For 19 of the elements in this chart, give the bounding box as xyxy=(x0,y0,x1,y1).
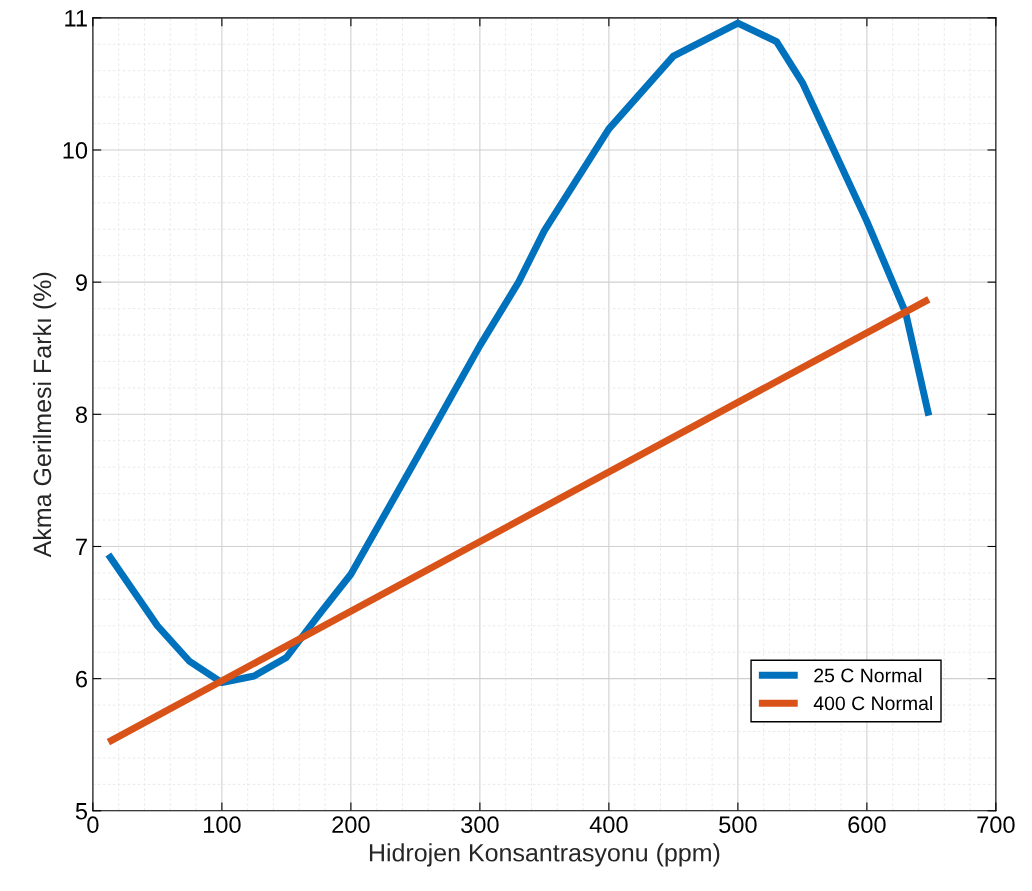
y-axis-title: Akma Gerilmesi Farkı (%) xyxy=(32,272,57,558)
x-tick-label: 400 xyxy=(589,816,628,834)
x-tick-label: 300 xyxy=(461,816,499,834)
x-tick-label: 200 xyxy=(332,816,370,834)
y-tick-label: 9 xyxy=(76,274,87,291)
y-tick-label: 7 xyxy=(76,538,87,556)
legend-label: 400 C Normal xyxy=(813,695,932,711)
legend-label: 25 C Normal xyxy=(814,668,922,683)
y-tick-label: 10 xyxy=(63,142,88,159)
y-tick-label: 6 xyxy=(76,670,87,688)
x-tick-label: 500 xyxy=(719,816,757,834)
x-tick-label: 0 xyxy=(87,816,99,834)
y-tick-label: 11 xyxy=(65,10,87,27)
x-tick-label: 100 xyxy=(203,816,241,834)
x-axis-title: Hidrojen Konsantrasyonu (ppm) xyxy=(369,843,720,867)
y-tick-label: 8 xyxy=(75,406,87,424)
x-tick-label: 700 xyxy=(977,816,1015,834)
y-tick-label: 5 xyxy=(75,803,88,820)
x-tick-label: 600 xyxy=(848,816,886,834)
